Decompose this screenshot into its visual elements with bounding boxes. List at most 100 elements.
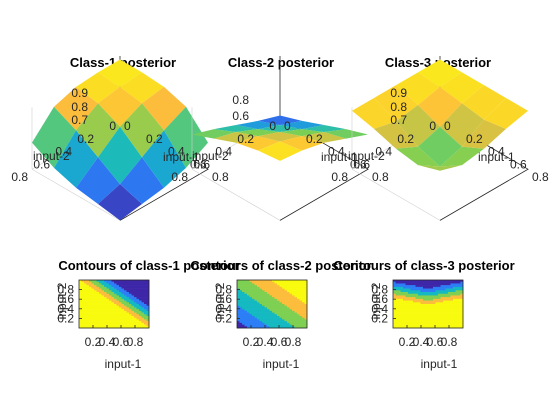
contour-cell <box>453 304 456 307</box>
contour-cell <box>413 317 416 320</box>
contour-cell <box>124 316 127 319</box>
contour-cell <box>129 295 132 298</box>
contour-cell <box>304 288 308 291</box>
contour-cell <box>244 297 248 300</box>
contour-xtick: 0.8 <box>285 335 302 349</box>
contour-cell <box>146 280 150 283</box>
contour-cell <box>249 295 253 298</box>
contour-cell <box>277 307 280 310</box>
contour-cell <box>297 290 300 293</box>
contour-cell <box>89 319 92 322</box>
contour-cell <box>274 319 278 322</box>
contour-cell <box>104 298 107 301</box>
contour-cell <box>104 286 107 289</box>
contour-cell <box>252 321 255 324</box>
surface-facet <box>142 86 186 131</box>
contour-frame <box>78 279 150 329</box>
contour-cell <box>294 326 298 329</box>
contour-cell <box>294 292 298 295</box>
contour-cell <box>106 300 110 303</box>
contour-cell <box>239 297 243 300</box>
contour-cell <box>430 288 434 291</box>
contour-cell <box>79 286 82 289</box>
surface-ylabel-1: input-2 <box>33 149 70 163</box>
contour-cell <box>279 292 283 295</box>
contour-cell <box>84 314 87 317</box>
contour-cell <box>284 307 288 310</box>
contour-cell <box>418 316 421 319</box>
contour-ytick: 0.8 <box>371 283 388 297</box>
contour-cell <box>393 302 396 305</box>
contour-cell <box>428 292 431 295</box>
contour-cell <box>418 326 421 329</box>
contour-cell <box>121 295 125 298</box>
contour-cell <box>400 322 404 325</box>
contour-cell <box>259 314 263 317</box>
contour-cell <box>455 288 459 291</box>
contour-cell <box>395 312 399 315</box>
contour-cell <box>254 307 258 310</box>
contour-cell <box>129 319 132 322</box>
contour-cell <box>267 316 270 319</box>
contour-cell <box>131 309 135 312</box>
surface-facet <box>374 85 418 122</box>
contour-cell <box>84 326 87 329</box>
contour-ylabel-2: input-2 <box>213 282 227 319</box>
contour-cell <box>420 314 424 317</box>
contour-cell <box>393 322 396 325</box>
contour-cell <box>274 286 278 289</box>
contour-cell <box>144 324 147 327</box>
contour-cell <box>262 293 265 296</box>
contour-cell <box>415 297 419 300</box>
contour-ytick: 0.2 <box>371 311 388 325</box>
contour-cell <box>126 312 130 315</box>
contour-cell <box>292 317 295 320</box>
contour-cell <box>450 292 454 295</box>
contour-cell <box>284 293 288 296</box>
contour-cell <box>262 297 265 300</box>
contour-cell <box>96 300 100 303</box>
contour-cell <box>89 288 92 291</box>
contour-cell <box>106 285 110 288</box>
contour-cell <box>299 309 303 312</box>
contour-cell <box>252 316 255 319</box>
contour-cell <box>126 302 130 305</box>
contour-cell <box>284 324 288 327</box>
contour-cell <box>259 293 263 296</box>
contour-cell <box>398 326 401 329</box>
contour-cell <box>403 319 406 322</box>
contour-cell <box>249 297 253 300</box>
contour-cell <box>425 280 429 283</box>
contour-cell <box>403 292 406 295</box>
contour-cell <box>126 297 130 300</box>
contour-cell <box>247 309 250 312</box>
contour-cell <box>274 281 278 284</box>
contour-cell <box>458 288 461 291</box>
contour-cell <box>292 293 295 296</box>
contour-cell <box>101 295 105 298</box>
contour-cell <box>420 324 424 327</box>
contour-cell <box>269 281 273 284</box>
contour-cell <box>81 305 85 308</box>
contour-cell <box>104 305 107 308</box>
contour-cell <box>79 321 82 324</box>
contour-cell <box>254 314 258 317</box>
contour-cell <box>146 305 150 308</box>
contour-cell <box>400 321 404 324</box>
contour-cell <box>418 319 421 322</box>
contour-cell <box>101 298 105 301</box>
contour-cell <box>139 298 142 301</box>
contour-cell <box>101 322 105 325</box>
contour-cell <box>84 302 87 305</box>
contour-cell <box>237 290 240 293</box>
contour-cell <box>453 321 456 324</box>
contour-cell <box>249 316 253 319</box>
contour-cell <box>279 283 283 286</box>
contour-cell <box>403 300 406 303</box>
contour-cell <box>109 307 112 310</box>
contour-cell <box>104 293 107 296</box>
contour-cell <box>440 317 444 320</box>
contour-cell <box>433 286 436 289</box>
contour-cell <box>94 310 97 313</box>
contour-cell <box>94 324 97 327</box>
